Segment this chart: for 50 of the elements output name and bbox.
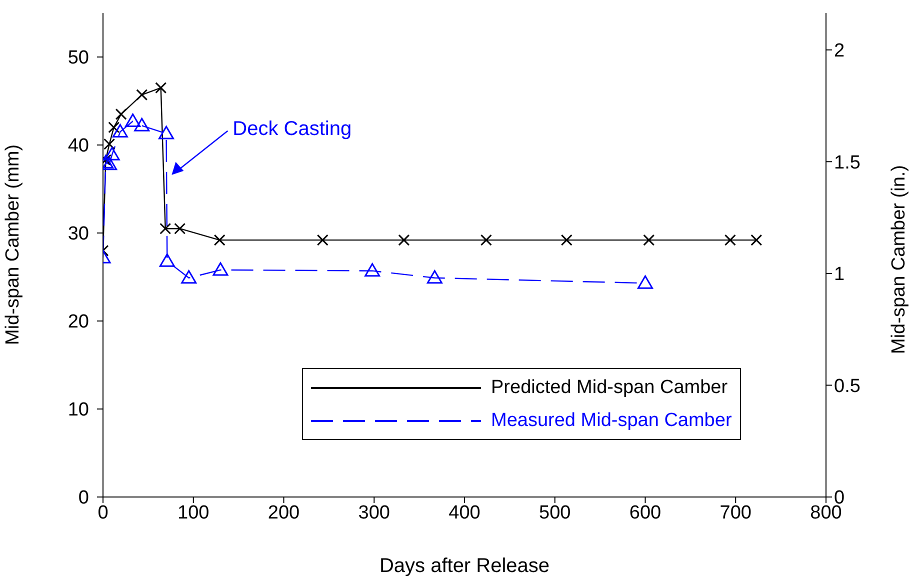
x-tick-label: 700 bbox=[720, 502, 752, 524]
point bbox=[115, 108, 127, 120]
point bbox=[214, 234, 226, 246]
y2-tick-label: 1.5 bbox=[834, 152, 860, 174]
y-tick-label: 30 bbox=[68, 224, 89, 245]
point bbox=[112, 124, 128, 138]
x-tick-label: 100 bbox=[178, 502, 210, 524]
point bbox=[643, 234, 655, 246]
point bbox=[426, 270, 442, 284]
y2-tick-label: 0.5 bbox=[834, 376, 860, 397]
y-axis-title: Mid-span Camber (mm) bbox=[2, 144, 24, 345]
point bbox=[104, 138, 116, 150]
point bbox=[212, 262, 228, 276]
point bbox=[750, 234, 762, 246]
y-tick-label: 0 bbox=[78, 488, 89, 509]
point bbox=[398, 234, 410, 246]
y2-tick-label: 2 bbox=[834, 40, 845, 62]
x-tick-label: 0 bbox=[98, 502, 108, 524]
annotation: Deck Casting bbox=[232, 118, 352, 140]
x-tick-label: 600 bbox=[629, 502, 662, 524]
point bbox=[364, 263, 380, 277]
point bbox=[181, 270, 197, 284]
point bbox=[174, 222, 186, 234]
point bbox=[724, 234, 736, 246]
point bbox=[560, 234, 572, 246]
y-tick-label: 20 bbox=[68, 312, 89, 333]
point bbox=[103, 156, 118, 170]
point bbox=[125, 113, 141, 127]
y-tick-label: 40 bbox=[68, 136, 89, 157]
point bbox=[480, 234, 492, 246]
point bbox=[316, 234, 328, 246]
point bbox=[159, 253, 175, 267]
point bbox=[158, 126, 174, 140]
y2-tick-label: 1 bbox=[834, 264, 845, 286]
text: Measured Mid-span Camber bbox=[491, 410, 732, 432]
y2-axis-title: Mid-span Camber (in.) bbox=[888, 165, 910, 354]
x-tick-label: 400 bbox=[448, 502, 480, 524]
x-tick-label: 200 bbox=[268, 502, 300, 524]
x-tick-label: 500 bbox=[539, 502, 571, 524]
point bbox=[134, 118, 150, 132]
y-tick-label: 50 bbox=[68, 48, 89, 69]
point bbox=[155, 82, 167, 94]
point bbox=[638, 275, 653, 289]
point bbox=[160, 222, 172, 234]
point bbox=[136, 89, 148, 101]
point bbox=[104, 146, 120, 160]
x-tick-label: 300 bbox=[358, 502, 390, 524]
y-tick-label: 10 bbox=[68, 400, 89, 421]
x-axis-title: Days after Release bbox=[379, 555, 550, 576]
text: Predicted Mid-span Camber bbox=[491, 376, 728, 398]
